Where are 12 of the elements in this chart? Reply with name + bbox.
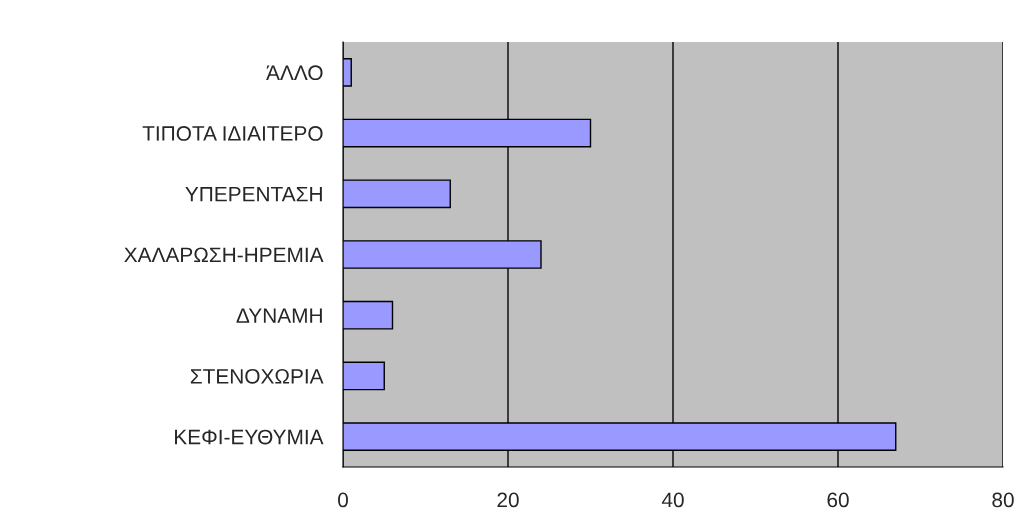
y-tick-label: ΔΥΝΑΜΗ <box>236 308 322 323</box>
x-tick-label: 20 <box>497 492 519 508</box>
x-tick-label: 40 <box>661 492 684 508</box>
y-tick-label: ΤΙΠΟΤΑ ΙΔΙΑΙΤΕΡΟ <box>142 126 323 141</box>
y-tick-label: ΣΤΕΝΟΧΩΡΙΑ <box>190 368 324 384</box>
x-tick-label: 80 <box>992 492 1014 508</box>
y-tick-label: ΚΕΦΙ-ΕΥΘΥΜΙΑ <box>175 429 324 445</box>
y-tick-label: ΧΑΛΑΡΩΣΗ-ΗΡΕΜΙΑ <box>124 247 324 263</box>
x-tick-label: 0 <box>338 492 348 508</box>
y-tick-label: ΆΛΛΟ <box>266 65 323 81</box>
x-tick-label: 60 <box>827 492 849 508</box>
y-tick-label: ΥΠΕΡΕΝΤΑΣΗ <box>185 187 322 202</box>
